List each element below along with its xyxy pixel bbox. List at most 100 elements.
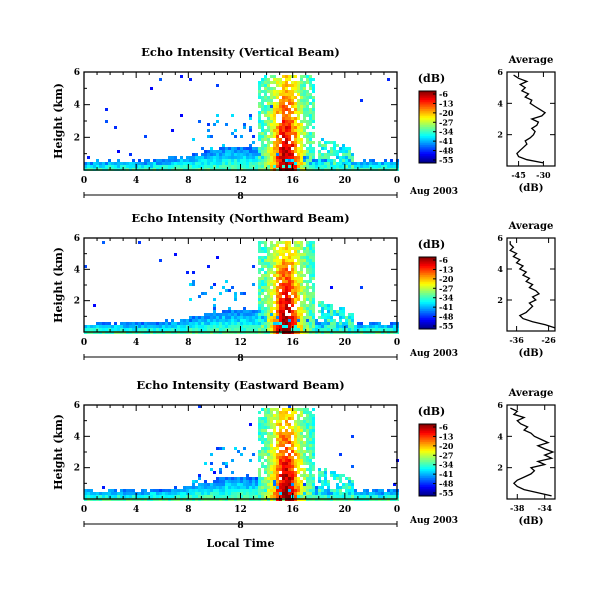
heatmap-cell — [306, 96, 309, 99]
heatmap-cell — [207, 316, 210, 319]
heatmap-cell — [264, 132, 267, 135]
heatmap-cell — [306, 489, 309, 492]
heatmap-cell — [297, 108, 300, 111]
heatmap-cell — [285, 262, 288, 265]
heatmap-cell — [210, 316, 213, 319]
heatmap-cell — [321, 474, 324, 477]
heatmap-cell — [312, 250, 315, 253]
heatmap-cell — [309, 453, 312, 456]
heatmap-cell — [327, 165, 330, 168]
heatmap-cell — [282, 84, 285, 87]
heatmap-cell — [261, 462, 264, 465]
heatmap-cell — [192, 162, 195, 165]
heatmap-cell — [276, 81, 279, 84]
heatmap-cell — [300, 408, 303, 411]
heatmap-cell — [276, 414, 279, 417]
heatmap-cell — [207, 123, 210, 126]
heatmap-cell — [237, 147, 240, 150]
heatmap-cell — [300, 429, 303, 432]
heatmap-cell — [276, 159, 279, 162]
colorbar-swatch — [419, 298, 436, 301]
heatmap-cell — [300, 292, 303, 295]
heatmap-cell — [348, 480, 351, 483]
heatmap-cell — [300, 78, 303, 81]
heatmap-cell — [207, 162, 210, 165]
x-tick-label: 16 — [286, 338, 299, 348]
heatmap-cell — [303, 105, 306, 108]
heatmap-cell — [84, 162, 87, 165]
heatmap-cell — [261, 241, 264, 244]
heatmap-cell — [261, 298, 264, 301]
heatmap-cell — [228, 147, 231, 150]
heatmap-cell — [189, 319, 192, 322]
colorbar-tick-label: -20 — [439, 274, 454, 284]
heatmap-cell — [267, 259, 270, 262]
heatmap-cell — [321, 138, 324, 141]
heatmap-cell — [189, 162, 192, 165]
heatmap-cell — [288, 250, 291, 253]
heatmap-cell — [324, 477, 327, 480]
heatmap-cell — [234, 480, 237, 483]
heatmap-cell — [288, 325, 291, 328]
heatmap-cell — [276, 328, 279, 331]
heatmap-cell — [270, 486, 273, 489]
heatmap-cell — [330, 165, 333, 168]
heatmap-cell — [381, 328, 384, 331]
heatmap-cell — [273, 435, 276, 438]
heatmap-cell — [273, 322, 276, 325]
heatmap-cell — [261, 165, 264, 168]
heatmap-cell — [306, 417, 309, 420]
heatmap-cell — [258, 450, 261, 453]
colorbar-swatch — [419, 425, 436, 429]
heatmap-cell — [294, 253, 297, 256]
heatmap-cell — [312, 328, 315, 331]
heatmap-cell — [228, 328, 231, 331]
heatmap-cell — [327, 162, 330, 165]
heatmap-cell — [129, 322, 132, 325]
heatmap-cell — [204, 325, 207, 328]
heatmap-cell — [285, 438, 288, 441]
heatmap-cell — [216, 313, 219, 316]
heatmap-cell — [309, 135, 312, 138]
heatmap-cell — [282, 316, 285, 319]
heatmap-cell — [261, 268, 264, 271]
heatmap-cell — [282, 450, 285, 453]
heatmap-cell — [324, 141, 327, 144]
heatmap-cell — [228, 289, 231, 292]
heatmap-cell — [345, 495, 348, 498]
heatmap-cell — [234, 477, 237, 480]
colorbar-swatch — [419, 91, 436, 94]
heatmap-cell — [177, 489, 180, 492]
heatmap-cell — [363, 162, 366, 165]
heatmap-cell — [279, 90, 282, 93]
heatmap-cell — [96, 162, 99, 165]
heatmap-cell — [291, 432, 294, 435]
heatmap-cell — [333, 471, 336, 474]
heatmap-cell — [276, 423, 279, 426]
heatmap-cell — [351, 483, 354, 486]
colorbar-swatch — [419, 98, 436, 101]
colorbar-swatch — [419, 478, 436, 481]
heatmap-cell — [282, 471, 285, 474]
heatmap-cell — [261, 105, 264, 108]
heatmap-cell — [288, 414, 291, 417]
heatmap-cell — [276, 444, 279, 447]
heatmap-cell — [300, 262, 303, 265]
heatmap-cell — [285, 295, 288, 298]
heatmap-cell — [366, 328, 369, 331]
heatmap-cell — [279, 307, 282, 310]
heatmap-cell — [282, 444, 285, 447]
heatmap-cell — [162, 492, 165, 495]
heatmap-cell — [204, 150, 207, 153]
heatmap-cell — [261, 495, 264, 498]
heatmap-cell — [330, 150, 333, 153]
heatmap-cell — [300, 426, 303, 429]
heatmap-cell — [345, 150, 348, 153]
heatmap-cell — [291, 99, 294, 102]
colorbar-swatch — [419, 127, 436, 130]
heatmap-cell — [264, 274, 267, 277]
heatmap-cell — [231, 156, 234, 159]
heatmap-cell — [294, 250, 297, 253]
heatmap-cell — [240, 483, 243, 486]
heatmap-cell — [357, 322, 360, 325]
